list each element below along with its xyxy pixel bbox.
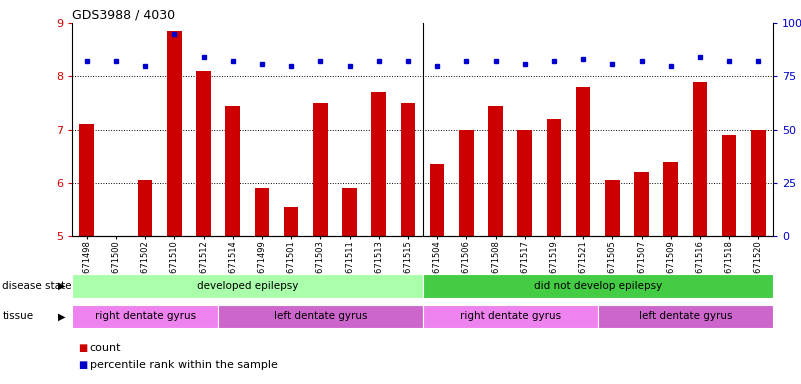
Text: tissue: tissue [2,311,34,321]
Bar [517,129,532,236]
Text: developed epilepsy: developed epilepsy [196,281,298,291]
Text: right dentate gyrus: right dentate gyrus [460,311,561,321]
Bar [546,119,562,236]
Bar [167,31,182,236]
Text: disease state: disease state [2,281,72,291]
Bar [430,164,445,236]
Bar [218,305,423,328]
Bar [342,188,356,236]
Bar [576,87,590,236]
Bar [400,103,415,236]
Text: count: count [90,343,121,353]
Bar [284,207,299,236]
Text: ■: ■ [78,360,88,370]
Bar [196,71,211,236]
Bar [693,82,707,236]
Bar [423,274,773,298]
Text: GDS3988 / 4030: GDS3988 / 4030 [72,9,175,22]
Text: ▶: ▶ [58,311,65,321]
Text: right dentate gyrus: right dentate gyrus [95,311,195,321]
Text: did not develop epilepsy: did not develop epilepsy [533,281,662,291]
Bar [663,162,678,236]
Bar [751,129,766,236]
Text: left dentate gyrus: left dentate gyrus [274,311,367,321]
Bar [598,305,773,328]
Bar [423,305,598,328]
Text: left dentate gyrus: left dentate gyrus [638,311,732,321]
Text: ■: ■ [78,343,88,353]
Text: ▶: ▶ [58,281,65,291]
Bar [313,103,328,236]
Bar [225,106,240,236]
Bar [72,274,423,298]
Bar [459,129,473,236]
Text: percentile rank within the sample: percentile rank within the sample [90,360,278,370]
Bar [79,124,94,236]
Bar [605,180,620,236]
Bar [138,180,152,236]
Bar [634,172,649,236]
Bar [72,305,218,328]
Bar [722,135,736,236]
Bar [489,106,503,236]
Bar [372,92,386,236]
Bar [255,188,269,236]
